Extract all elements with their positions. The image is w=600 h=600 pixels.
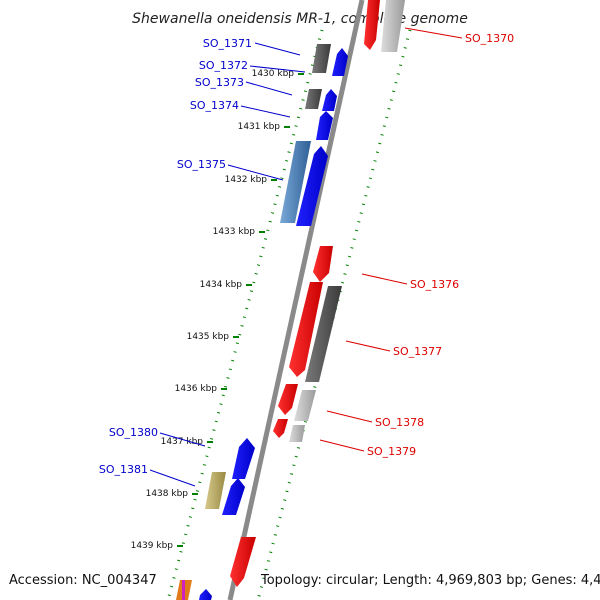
gene-bottom-blue[interactable] bbox=[199, 589, 212, 600]
gene-label-SO_1379[interactable]: SO_1379 bbox=[367, 445, 416, 458]
gene-label-SO_1371[interactable]: SO_1371 bbox=[203, 37, 252, 50]
gene-SO_1380-arrow[interactable] bbox=[232, 438, 255, 479]
gene-SO_1381-cog[interactable] bbox=[205, 472, 226, 509]
gene-SO_1371-cog[interactable] bbox=[312, 44, 331, 73]
tick-label: 1439 kbp bbox=[131, 541, 174, 551]
map-title: Shewanella oneidensis MR-1, complete gen… bbox=[132, 11, 468, 27]
leader-SO_1372 bbox=[249, 65, 306, 73]
tick-label: 1438 kbp bbox=[146, 489, 189, 499]
gene-label-SO_1375[interactable]: SO_1375 bbox=[177, 158, 226, 171]
gene-label-SO_1374[interactable]: SO_1374 bbox=[190, 99, 239, 112]
gene-label-SO_1377[interactable]: SO_1377 bbox=[393, 345, 442, 358]
gene-label-SO_1373[interactable]: SO_1373 bbox=[195, 76, 244, 89]
gene-SO_1370-arrow[interactable] bbox=[364, 0, 380, 50]
tick-label: 1434 kbp bbox=[200, 280, 243, 290]
tick-label: 1433 kbp bbox=[213, 227, 256, 237]
gene-label-SO_1381[interactable]: SO_1381 bbox=[99, 463, 148, 476]
gene-features bbox=[176, 0, 405, 600]
leader-SO_1381 bbox=[149, 469, 196, 487]
gene-SO_1376-arrow[interactable] bbox=[313, 246, 333, 282]
gene-SO_1375-cog[interactable] bbox=[280, 141, 311, 223]
gene-SO_1371-arrow[interactable] bbox=[332, 48, 348, 76]
leader-SO_1371 bbox=[254, 42, 301, 56]
label-leaders bbox=[149, 27, 463, 487]
gene-label-SO_1372[interactable]: SO_1372 bbox=[199, 59, 248, 72]
gene-SO_1378-cog[interactable] bbox=[294, 390, 316, 421]
gene-SO_1374-arrow[interactable] bbox=[316, 111, 333, 140]
leader-SO_1373 bbox=[245, 81, 293, 96]
gene-label-SO_1378[interactable]: SO_1378 bbox=[375, 416, 424, 429]
leader-SO_1380 bbox=[159, 432, 206, 447]
tick-label: 1432 kbp bbox=[225, 175, 268, 185]
gene-SO_1378-arrow[interactable] bbox=[278, 384, 298, 415]
left-tick-guide bbox=[166, 29, 324, 600]
gene-SO_1379-arrow[interactable] bbox=[273, 419, 288, 438]
gene-bottom-multicolor-stripe bbox=[182, 580, 185, 600]
topology-text: Topology: circular; Length: 4,969,803 bp… bbox=[261, 573, 600, 588]
leader-SO_1378 bbox=[326, 410, 373, 423]
gene-labels: SO_1370 SO_1371 SO_1372 SO_1373 SO_1374 … bbox=[99, 32, 514, 476]
leader-SO_1374 bbox=[240, 105, 291, 118]
gene-SO_1373-arrow[interactable] bbox=[322, 89, 337, 111]
leader-SO_1375 bbox=[227, 164, 284, 181]
gene-SO_1377-arrow[interactable] bbox=[289, 282, 323, 377]
tick-label: 1437 kbp bbox=[161, 437, 204, 447]
kbp-ticks: 1430 kbp 1431 kbp 1432 kbp 1433 kbp 1434 kbp… bbox=[131, 69, 304, 551]
gene-SO_1379-cog[interactable] bbox=[289, 425, 305, 442]
tick-label: 1435 kbp bbox=[187, 332, 230, 342]
gene-SO_1373-cog[interactable] bbox=[305, 89, 322, 109]
gene-label-SO_1370[interactable]: SO_1370 bbox=[465, 32, 514, 45]
leader-SO_1370 bbox=[404, 27, 463, 39]
gene-SO_1377-cog[interactable] bbox=[305, 286, 342, 382]
genome-backbone bbox=[227, 0, 365, 600]
gene-SO_1375-arrow[interactable] bbox=[296, 146, 328, 226]
accession-text: Accession: NC_004347 bbox=[9, 573, 157, 588]
gene-label-SO_1380[interactable]: SO_1380 bbox=[109, 426, 158, 439]
gene-label-SO_1376[interactable]: SO_1376 bbox=[410, 278, 459, 291]
leader-SO_1376 bbox=[361, 273, 408, 285]
gene-unlabeled-arrow[interactable] bbox=[230, 537, 256, 587]
leader-SO_1379 bbox=[319, 439, 365, 452]
tick-label: 1436 kbp bbox=[175, 384, 218, 394]
tick-label: 1431 kbp bbox=[238, 122, 281, 132]
tick-label: 1430 kbp bbox=[252, 69, 295, 79]
gene-SO_1381-arrow[interactable] bbox=[222, 478, 245, 515]
gene-SO_1370-cog[interactable] bbox=[381, 0, 405, 52]
tick-guides bbox=[166, 29, 412, 600]
leader-SO_1377 bbox=[345, 340, 391, 352]
